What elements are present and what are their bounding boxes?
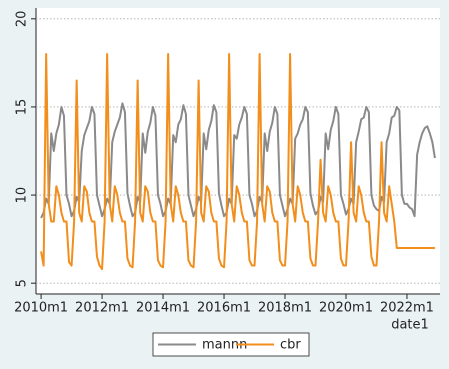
x-tick-label: 2012m1 [75,301,129,316]
x-tick-label: 2022m1 [380,301,434,316]
series-line [40,102,436,219]
y-tick-label: 20 [15,11,30,28]
legend-box [152,332,310,357]
legend-label: mannn [202,338,247,353]
x-tick-label: 2016m1 [197,301,251,316]
x-tick-label: 2014m1 [136,301,190,316]
y-tick-label: 15 [15,99,30,116]
x-tick-label: 2010m1 [14,301,68,316]
y-tick-label: 5 [15,279,30,287]
legend-label: cbr [280,338,301,353]
x-tick-label: 2020m1 [319,301,373,316]
series-line [40,53,435,271]
y-tick-label: 10 [15,187,30,204]
x-axis-title: date1 [391,318,429,333]
x-tick-label: 2018m1 [258,301,312,316]
legend: mannn cbr [152,332,310,357]
